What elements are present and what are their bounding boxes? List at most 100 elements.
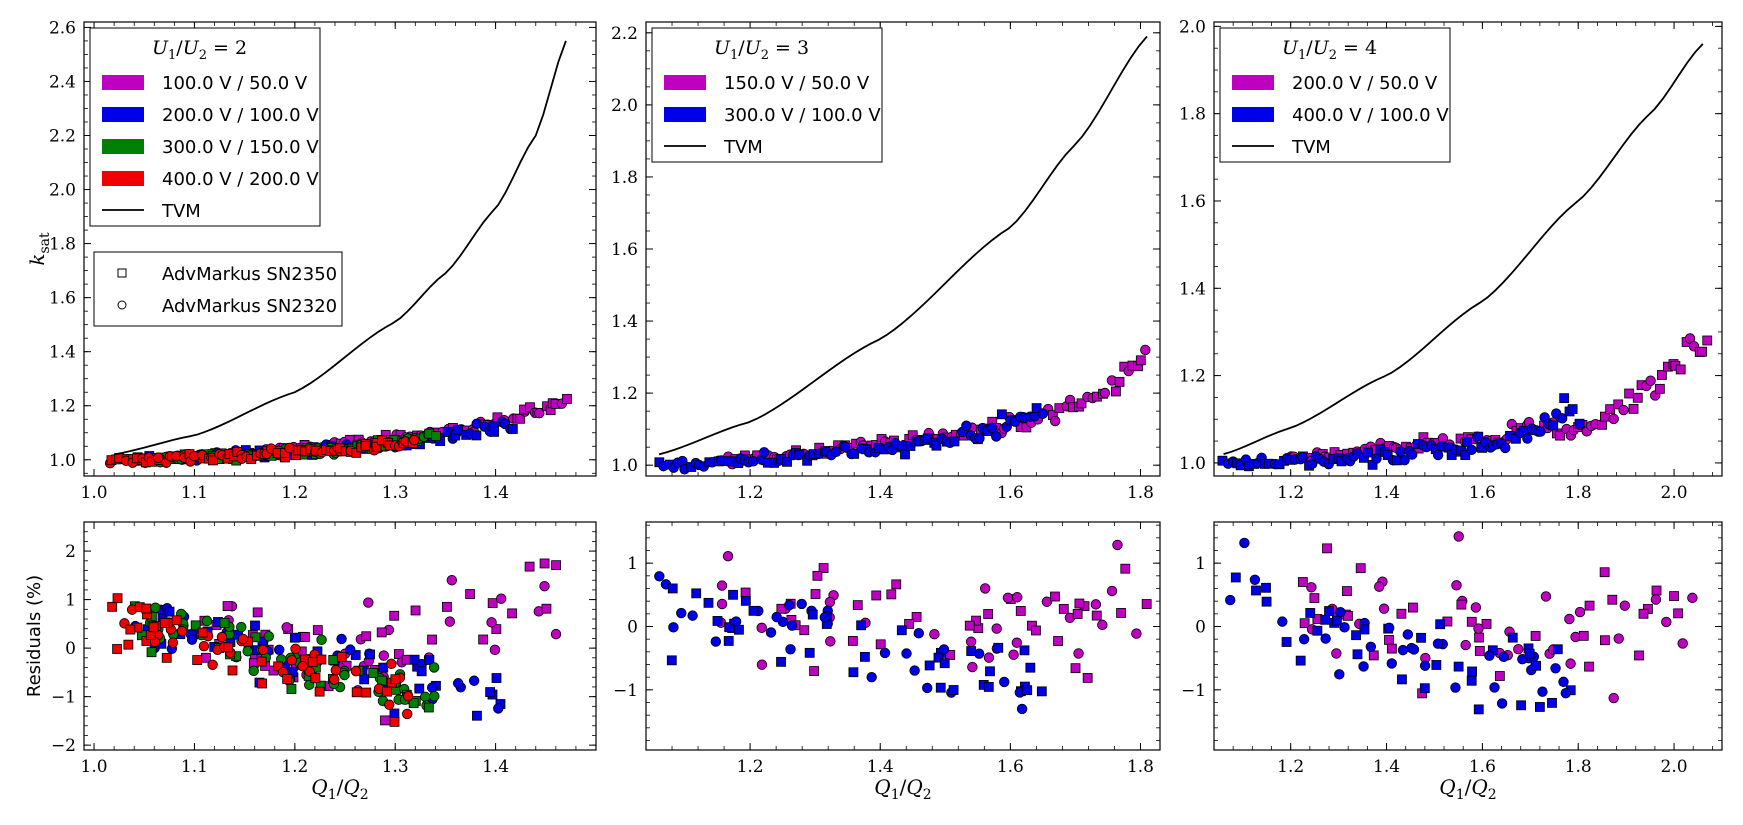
data-point: [197, 627, 208, 638]
data-point: [496, 593, 507, 604]
data-point: [1090, 599, 1102, 610]
y-tick-label: 1.4: [611, 312, 638, 332]
data-point: [237, 633, 249, 645]
data-point: [316, 654, 327, 665]
data-point: [390, 674, 401, 685]
data-point: [286, 684, 297, 694]
data-point: [1082, 672, 1093, 683]
data-point: [886, 589, 897, 600]
y-tick-label: −1: [51, 688, 76, 708]
data-point: [190, 620, 201, 631]
data-point: [1120, 563, 1131, 574]
data-point: [382, 686, 392, 697]
data-point: [351, 447, 362, 458]
data-point: [1466, 616, 1477, 627]
data-point: [1432, 449, 1444, 461]
y-tick-label: 1.0: [1179, 454, 1206, 474]
data-point: [1513, 643, 1524, 655]
data-point: [879, 647, 891, 659]
plot-frame: [1213, 521, 1723, 751]
data-point: [999, 676, 1010, 688]
data-point: [1473, 704, 1484, 715]
data-point: [164, 606, 175, 617]
data-point: [1632, 392, 1643, 403]
data-point: [852, 600, 863, 611]
data-point: [257, 644, 269, 655]
legend-label: TVM: [161, 201, 201, 222]
legend-label: TVM: [723, 137, 763, 158]
data-point: [339, 669, 350, 681]
data-point: [222, 601, 233, 611]
data-point: [408, 698, 419, 709]
data-point: [1312, 625, 1323, 636]
data-point: [904, 619, 914, 629]
data-point: [1661, 616, 1672, 628]
x-tick-label: 1.8: [1127, 483, 1154, 503]
y-tick-label: 1.6: [611, 240, 638, 260]
data-point: [971, 615, 981, 626]
legend-label: 100.0 V / 50.0 V: [162, 73, 308, 94]
data-point: [420, 691, 431, 702]
data-point: [1016, 703, 1028, 715]
data-point: [312, 625, 323, 636]
data-point: [1453, 661, 1464, 672]
data-point: [1467, 666, 1477, 677]
data-point: [378, 662, 389, 673]
data-point: [716, 580, 728, 591]
data-point: [866, 672, 877, 683]
data-point: [534, 407, 545, 419]
legend-swatch: [664, 107, 706, 122]
data-point: [1352, 649, 1363, 660]
x-tick-label: 1.4: [1373, 757, 1400, 777]
data-point: [524, 561, 535, 572]
data-point: [365, 649, 376, 660]
data-point: [487, 598, 498, 609]
data-point: [1342, 586, 1352, 596]
data-point: [1645, 375, 1656, 386]
data-point: [1022, 685, 1033, 696]
data-point: [1460, 450, 1471, 460]
data-point: [1408, 644, 1420, 655]
data-point: [1335, 606, 1346, 618]
data-point: [1460, 639, 1471, 651]
data-point: [1619, 600, 1631, 611]
legend-swatch: [102, 75, 144, 90]
x-tick-label: 1.4: [482, 757, 509, 777]
data-point: [723, 636, 734, 646]
data-point: [1578, 630, 1589, 641]
data-point: [328, 655, 339, 665]
data-point: [442, 601, 452, 612]
legend-frame: [651, 27, 883, 163]
data-point: [1402, 629, 1414, 640]
x-tick-label: 1.1: [181, 757, 208, 777]
data-point: [1058, 604, 1069, 614]
y-tick-label: 1.8: [611, 168, 638, 188]
data-point: [1597, 419, 1607, 430]
data-point: [1049, 415, 1061, 427]
data-point: [1053, 636, 1063, 646]
data-point: [1416, 632, 1426, 643]
data-point: [307, 657, 318, 667]
data-point: [1295, 655, 1306, 666]
data-point: [964, 620, 975, 631]
data-point: [807, 609, 818, 620]
data-point: [1008, 649, 1019, 660]
data-point: [1371, 453, 1382, 464]
tvm-curve: [113, 40, 567, 456]
y-tick-label: 1.6: [1179, 192, 1206, 212]
y-tick-label: 1: [65, 591, 76, 611]
data-point: [809, 666, 819, 676]
x-tick-label: 1.2: [737, 757, 764, 777]
data-point: [263, 631, 275, 642]
data-point: [979, 583, 991, 594]
data-point: [1320, 614, 1331, 625]
data-point: [900, 449, 910, 460]
data-point: [996, 409, 1007, 420]
data-point: [1070, 663, 1081, 674]
data-point: [825, 636, 836, 647]
x-axis-label: Q1/Q2: [1439, 775, 1496, 803]
data-point: [1522, 433, 1533, 444]
data-point: [491, 673, 502, 683]
data-point: [1524, 648, 1535, 659]
